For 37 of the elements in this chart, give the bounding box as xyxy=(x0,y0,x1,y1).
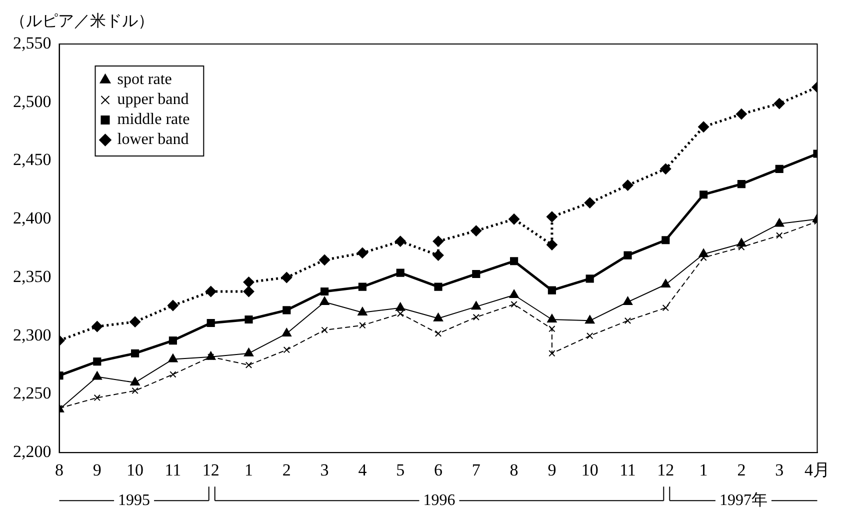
legend-label: spot rate xyxy=(117,71,172,88)
x-tick-label: 11 xyxy=(164,460,182,480)
x-tick-label: 4 xyxy=(358,460,368,480)
legend-label: middle rate xyxy=(117,111,190,128)
legend-label: lower band xyxy=(117,131,189,148)
x-tick-label: 4月 xyxy=(804,460,830,480)
x-tick-label: 9 xyxy=(92,460,102,480)
x-tick-label: 10 xyxy=(126,460,144,480)
x-tick-label: 8 xyxy=(510,460,518,480)
text: 1997年 xyxy=(719,492,768,509)
y-tick-label: 2,350 xyxy=(13,266,52,286)
x-tick-label: 12 xyxy=(657,460,674,480)
x-tick-label: 1 xyxy=(244,460,253,480)
x-tick-label: 9 xyxy=(548,460,556,480)
text: 1995 xyxy=(118,492,150,509)
y-axis-title: （ルピア／米ドル） xyxy=(10,12,154,30)
y-tick-label: 2,550 xyxy=(13,33,52,52)
x-tick-label: 11 xyxy=(620,460,636,480)
y-tick-label: 2,500 xyxy=(13,92,52,111)
x-tick-label: 7 xyxy=(472,460,481,480)
y-tick-label: 2,400 xyxy=(13,208,52,228)
x-tick-label: 6 xyxy=(434,460,442,480)
x-tick-label: 2 xyxy=(282,460,291,480)
x-tick-label: 8 xyxy=(55,460,64,480)
x-tick-label: 2 xyxy=(737,460,746,480)
y-tick-label: 2,450 xyxy=(13,150,52,170)
y-tick-label: 2,200 xyxy=(13,442,52,462)
text: 1996 xyxy=(423,492,456,509)
x-tick-label: 3 xyxy=(775,460,784,480)
y-tick-label: 2,300 xyxy=(13,325,52,344)
legend-label: upper band xyxy=(117,91,189,108)
x-tick-label: 1 xyxy=(699,460,708,480)
y-tick-label: 2,250 xyxy=(13,384,52,403)
x-tick-label: 12 xyxy=(202,460,220,480)
x-tick-label: 3 xyxy=(320,460,329,480)
x-tick-label: 5 xyxy=(396,460,405,480)
x-tick-label: 10 xyxy=(581,460,598,480)
